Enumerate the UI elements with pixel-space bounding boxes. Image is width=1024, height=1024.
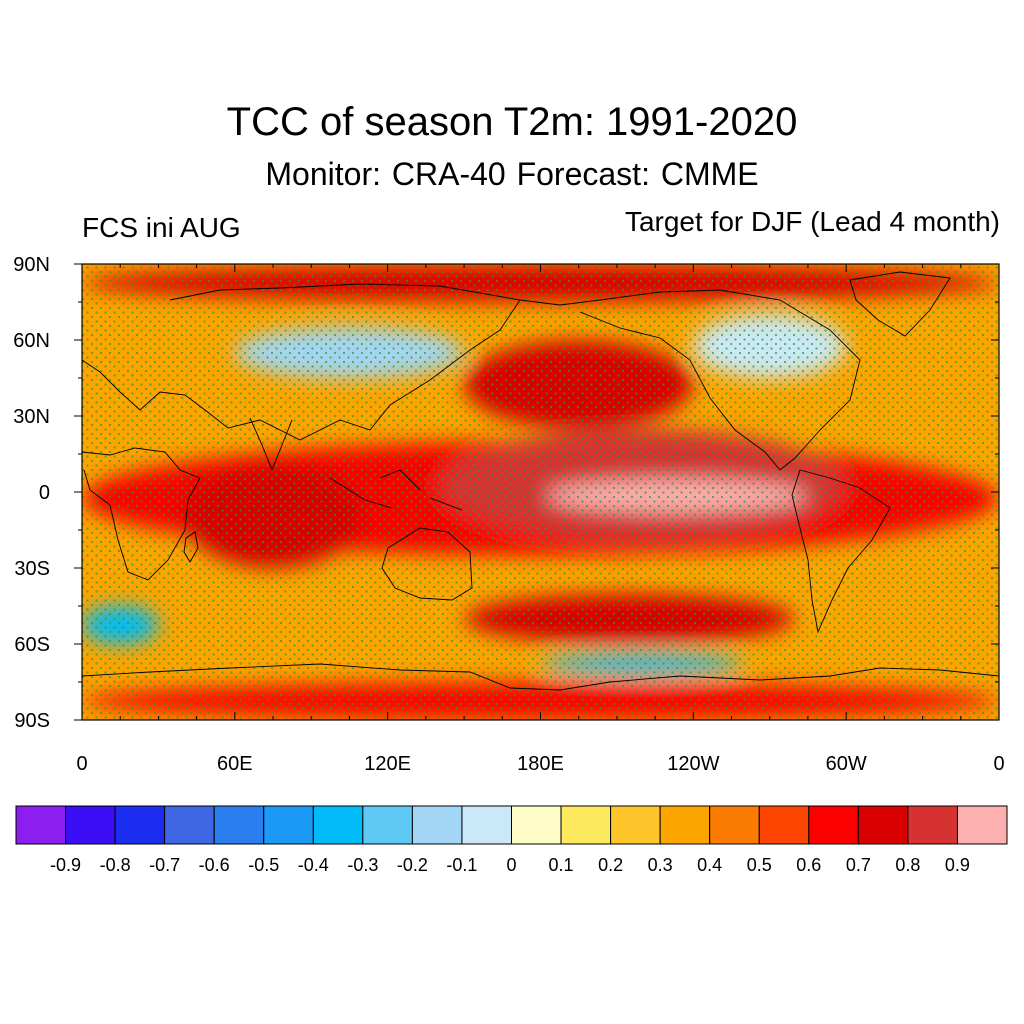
coastlines xyxy=(82,271,999,691)
colorbar-label: 0.9 xyxy=(945,855,970,875)
colorbar-box xyxy=(511,805,562,845)
colorbar-box xyxy=(560,805,612,845)
colorbar-label: 0.3 xyxy=(648,855,673,875)
colorbar-box xyxy=(659,805,711,845)
coastline-north-america xyxy=(519,289,861,471)
colorbar-box xyxy=(461,805,513,845)
colorbar-label: 0.2 xyxy=(598,855,623,875)
x-tick-label: 120E xyxy=(364,753,411,775)
colorbar-label: -0.7 xyxy=(149,855,180,875)
coastline-indonesia xyxy=(329,469,463,511)
colorbar-label: 0.6 xyxy=(796,855,821,875)
coastline-australia xyxy=(381,527,473,601)
y-tick-label: 30S xyxy=(14,558,50,580)
colorbar-label: -0.1 xyxy=(446,855,477,875)
chart-title: TCC of season T2m: 1991-2020 xyxy=(226,100,798,144)
colorbar-box xyxy=(312,805,364,845)
x-tick-label: 60W xyxy=(826,753,867,775)
colorbar-box xyxy=(907,805,958,845)
colorbar-box xyxy=(709,805,760,845)
colorbar-label: 0.4 xyxy=(697,855,722,875)
colorbar-box xyxy=(758,805,810,845)
colorbar-label: -0.8 xyxy=(100,855,131,875)
colorbar-label: -0.4 xyxy=(298,855,329,875)
colorbar-label: 0.7 xyxy=(846,855,871,875)
colorbar: -0.9 -0.8 -0.7 -0.6 -0.5 -0.4 -0.3 -0.2 -0.1 0 0.1… xyxy=(15,805,1008,875)
significance-stippling xyxy=(82,264,999,720)
x-axis: 0 60E 120E 180E 120W 60W 0 xyxy=(76,264,1005,775)
y-tick-label: 0 xyxy=(39,482,50,504)
colorbar-label: -0.9 xyxy=(50,855,81,875)
colorbar-box xyxy=(610,805,661,845)
coastline-madagascar xyxy=(183,531,199,563)
colorbar-label: -0.5 xyxy=(248,855,279,875)
colorbar-label: 0.8 xyxy=(895,855,920,875)
right-label: Target for DJF (Lead 4 month) xyxy=(624,206,1000,237)
y-tick-label: 90S xyxy=(14,710,50,732)
y-tick-label: 60N xyxy=(13,330,50,352)
y-axis: 90N 60N 30N 0 30S 60S 90S xyxy=(13,254,999,732)
colorbar-label: 0.1 xyxy=(549,855,574,875)
colorbar-box xyxy=(263,805,314,845)
colorbar-label: -0.6 xyxy=(199,855,230,875)
y-tick-label: 90N xyxy=(13,254,50,276)
colorbar-box xyxy=(857,805,909,845)
x-tick-label: 0 xyxy=(993,753,1004,775)
x-tick-label: 60E xyxy=(217,753,253,775)
colorbar-box xyxy=(808,805,859,845)
colorbar-box xyxy=(213,805,265,845)
chart-subtitle: Monitor: CRA-40 Forecast: CMME xyxy=(265,156,759,192)
x-tick-label: 120W xyxy=(667,753,719,775)
coastline-africa xyxy=(82,447,201,581)
colorbar-box xyxy=(15,805,67,845)
colorbar-label: 0 xyxy=(506,855,516,875)
x-tick-label: 180E xyxy=(517,753,564,775)
coastline-antarctica xyxy=(82,663,999,691)
coastline-india xyxy=(249,417,293,472)
colorbar-box xyxy=(114,805,166,845)
colorbar-label: 0.5 xyxy=(747,855,772,875)
colorbar-label: -0.3 xyxy=(347,855,378,875)
colorbar-box xyxy=(362,805,413,845)
colorbar-box xyxy=(65,805,116,845)
colorbar-box xyxy=(411,805,463,845)
coastline-greenland xyxy=(849,271,951,337)
coastline-eurasia xyxy=(82,283,521,441)
y-tick-label: 30N xyxy=(13,406,50,428)
x-tick-label: 0 xyxy=(76,753,87,775)
coastline-south-america xyxy=(791,469,891,634)
left-label: FCS ini AUG xyxy=(82,212,241,243)
colorbar-box xyxy=(956,805,1008,845)
y-tick-label: 60S xyxy=(14,634,50,656)
colorbar-label: -0.2 xyxy=(397,855,428,875)
colorbar-box xyxy=(164,805,215,845)
